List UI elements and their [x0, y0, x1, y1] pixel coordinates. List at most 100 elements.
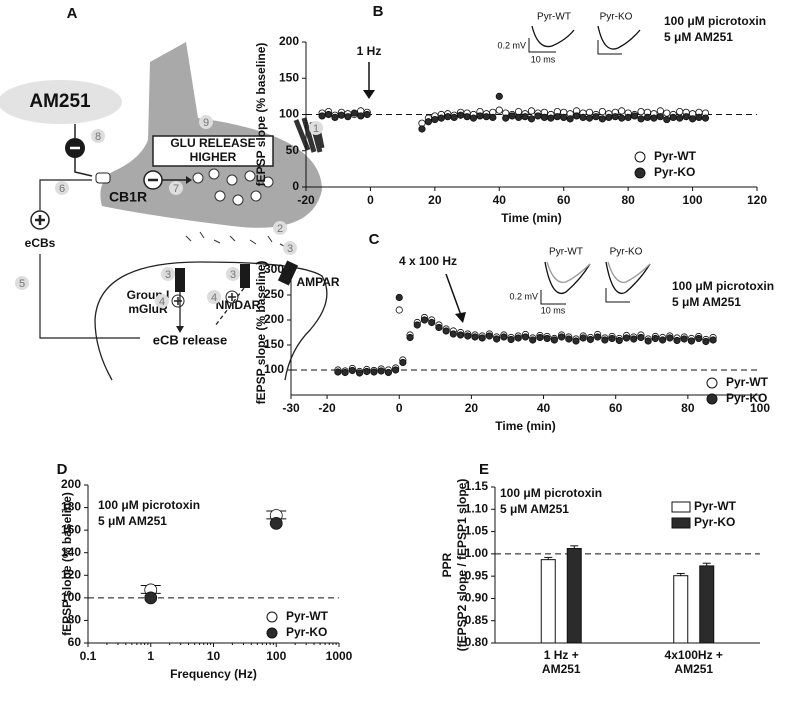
data-point	[521, 113, 529, 121]
legend-swatch	[671, 501, 691, 513]
panel-letter: D	[57, 461, 68, 478]
data-point	[650, 114, 658, 122]
legend-marker	[634, 151, 646, 163]
y-tick-label: 1.10	[465, 501, 489, 515]
trace	[546, 261, 591, 283]
data-point	[269, 516, 283, 530]
data-point	[651, 334, 659, 343]
x-tick-label: 80	[621, 193, 635, 207]
num-bubble	[91, 129, 105, 143]
bar	[673, 575, 689, 644]
num-bubble	[207, 290, 221, 304]
x-tick-label: 40	[537, 401, 551, 415]
trace	[531, 25, 575, 48]
y-tick-label: 0.85	[465, 613, 489, 627]
data-point	[431, 115, 439, 124]
data-point	[437, 114, 445, 122]
data-point	[334, 368, 342, 376]
legend-label: Pyr-KO	[726, 391, 767, 405]
glutamate	[185, 231, 287, 248]
data-point	[673, 336, 681, 345]
num-bubble	[55, 181, 69, 195]
y-tick-label: 0.95	[465, 568, 489, 582]
condition: 100 μM picrotoxin	[664, 14, 766, 28]
feedback-line	[39, 254, 140, 339]
y-tick-label: 100	[61, 590, 81, 604]
data-point	[680, 335, 688, 343]
vesicles	[192, 168, 274, 206]
condition: 5 μM AM251	[500, 502, 569, 516]
panel-letter: E	[479, 461, 489, 478]
data-point	[469, 114, 478, 122]
data-point	[536, 333, 544, 342]
data-point	[618, 107, 626, 115]
scale-label: 0.2 mV	[509, 291, 538, 301]
x-tick-label: 20	[465, 401, 479, 415]
x-tick-label: -30	[282, 401, 300, 415]
data-point	[695, 334, 703, 343]
data-point	[144, 591, 158, 605]
data-point	[341, 368, 349, 377]
ampar	[277, 260, 299, 286]
data-point	[534, 112, 542, 120]
data-point	[592, 113, 600, 121]
data-point	[605, 113, 613, 122]
panel-b-notes: B 1 Hz 100 μM picrotoxin 5 μM AM251 Pyr-…	[357, 3, 766, 99]
release-text: GLU RELEASE	[170, 136, 255, 150]
data-point	[637, 333, 645, 342]
data-point	[637, 108, 645, 116]
legend-label: Pyr-WT	[286, 609, 329, 623]
data-point	[489, 113, 497, 122]
cb1r	[95, 172, 111, 184]
data-point	[566, 115, 574, 123]
y-tick-label: 250	[264, 287, 284, 301]
x-tick-label: 100	[683, 193, 703, 207]
y-tick-label: 200	[264, 312, 284, 326]
ecbs-label: eCBs	[25, 236, 56, 250]
data-point	[363, 110, 371, 119]
y-tick-label: 60	[68, 635, 82, 649]
data-point	[482, 113, 490, 121]
receptor-label: NMDAR	[216, 298, 261, 312]
data-point	[420, 316, 429, 324]
legend-label: Pyr-KO	[694, 515, 735, 529]
legend-label: Pyr-KO	[654, 165, 695, 179]
y-tick-label: 200	[61, 477, 81, 491]
data-point	[464, 332, 472, 340]
data-point	[357, 112, 365, 120]
x-tick-label: 10	[207, 649, 221, 663]
data-point	[527, 107, 536, 115]
data-point	[493, 335, 501, 343]
data-point	[456, 331, 465, 339]
scale-bar	[540, 290, 566, 305]
panel-d-notes: D 100 μM picrotoxin 5 μM AM251	[57, 461, 200, 528]
data-point	[572, 112, 581, 120]
x-tick-label: 80	[681, 401, 695, 415]
data-point	[630, 335, 638, 343]
x-axis-label: Time (min)	[495, 419, 555, 433]
data-point	[557, 333, 566, 341]
y-tick-label: 100	[264, 362, 284, 376]
inset-label: Pyr-WT	[537, 12, 571, 23]
data-point	[457, 111, 465, 119]
legend-marker	[634, 167, 646, 179]
y-tick-label: 0.90	[465, 591, 489, 605]
data-point	[527, 115, 536, 123]
data-point	[688, 115, 697, 123]
data-point	[676, 108, 684, 116]
data-point	[572, 337, 580, 345]
arrow	[214, 287, 245, 327]
x-axis-label: Time (min)	[501, 211, 561, 225]
arrow	[74, 124, 93, 177]
y-tick-label: 1.15	[465, 479, 489, 493]
data-point	[622, 334, 631, 342]
data-point	[663, 109, 671, 117]
drug-cloud	[0, 80, 122, 124]
x-tick-label: 100	[266, 649, 286, 663]
annotation: 1 Hz	[357, 44, 382, 58]
y-tick-label: 200	[279, 34, 299, 48]
data-point	[495, 92, 503, 100]
legend-marker	[706, 393, 718, 405]
data-point	[669, 113, 677, 122]
data-point	[663, 115, 671, 124]
